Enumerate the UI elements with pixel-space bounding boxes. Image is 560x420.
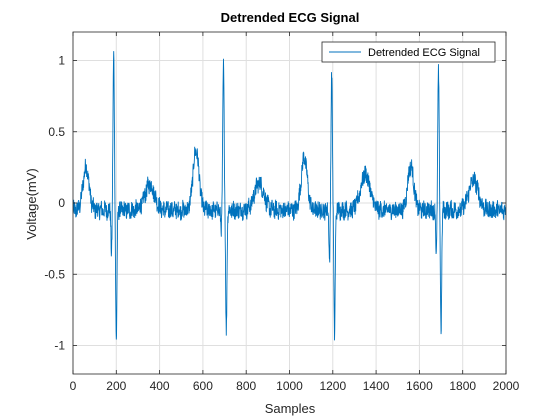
y-tick-label: -1 (54, 339, 65, 353)
legend: Detrended ECG Signal (321, 41, 496, 63)
axes (72, 31, 507, 375)
chart-title: Detrended ECG Signal (221, 10, 360, 25)
legend-label: Detrended ECG Signal (368, 47, 480, 59)
y-tick-label: 0 (58, 196, 65, 210)
x-tick-label: 400 (150, 379, 170, 393)
tick-labels: 0 200 400 600 800 1000 1200 1400 1600 1800 2000 -1 -… (44, 54, 519, 394)
x-tick-label: 800 (236, 379, 256, 393)
x-tick-label: 1000 (276, 379, 303, 393)
x-axis-label: Samples (265, 401, 316, 416)
x-tick-label: 1800 (449, 379, 476, 393)
x-tick-label: 1600 (406, 379, 433, 393)
plot-area (73, 51, 506, 341)
x-tick-label: 1200 (319, 379, 346, 393)
x-tick-label: 200 (106, 379, 126, 393)
y-tick-label: 0.5 (48, 125, 65, 139)
x-tick-label: 2000 (493, 379, 520, 393)
y-axis-label: Voltage(mV) (24, 168, 39, 240)
legend-box (321, 41, 496, 63)
y-tick-label: 1 (58, 54, 65, 68)
x-tick-label: 600 (193, 379, 213, 393)
x-tick-label: 0 (70, 379, 77, 393)
x-tick-label: 1400 (363, 379, 390, 393)
ecg-signal-line (73, 51, 506, 341)
y-tick-label: -0.5 (44, 267, 65, 281)
